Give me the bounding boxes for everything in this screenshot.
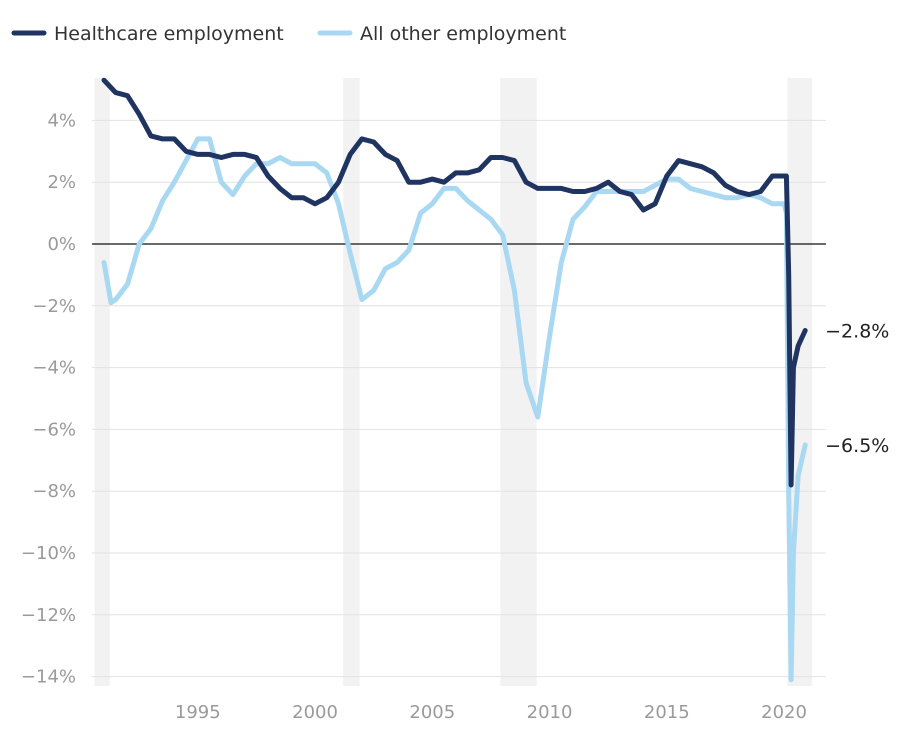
series-line-other xyxy=(101,136,808,683)
y-tick-label: −6% xyxy=(32,419,76,440)
y-tick-label: −4% xyxy=(32,358,76,379)
recession-band xyxy=(500,78,537,686)
y-tick-label: −14% xyxy=(21,667,76,688)
y-tick-label: 0% xyxy=(47,234,76,255)
x-tick-label: 2000 xyxy=(292,702,338,723)
series-line-healthcare xyxy=(101,77,808,488)
legend-label: Healthcare employment xyxy=(54,23,284,45)
recession-band xyxy=(343,78,360,686)
recession-band xyxy=(94,78,110,686)
x-tick-label: 2020 xyxy=(761,702,807,723)
legend-label: All other employment xyxy=(360,23,566,45)
y-tick-label: −10% xyxy=(21,543,76,564)
legend: Healthcare employment All other employmen… xyxy=(11,23,566,45)
recession-shading xyxy=(94,78,813,686)
x-tick-label: 1995 xyxy=(175,702,221,723)
y-tick-label: −2% xyxy=(32,296,76,317)
y-tick-label: −8% xyxy=(32,481,76,502)
end-label: −6.5% xyxy=(825,435,889,457)
end-labels: −6.5% −2.8% xyxy=(825,321,889,457)
series-lines xyxy=(101,77,808,683)
y-tick-label: −12% xyxy=(21,605,76,626)
gridlines xyxy=(92,119,826,678)
x-tick-label: 2010 xyxy=(527,702,573,723)
x-axis: 1995 2000 2005 2010 2015 2020 xyxy=(175,702,807,723)
y-tick-label: 2% xyxy=(47,172,76,193)
x-tick-label: 2015 xyxy=(644,702,690,723)
x-tick-label: 2005 xyxy=(409,702,455,723)
end-label: −2.8% xyxy=(825,321,889,343)
y-tick-label: 4% xyxy=(47,110,76,131)
y-axis: 4% 2% 0% −2% −4% −6% −8% −10% −12% −14% xyxy=(21,110,76,687)
